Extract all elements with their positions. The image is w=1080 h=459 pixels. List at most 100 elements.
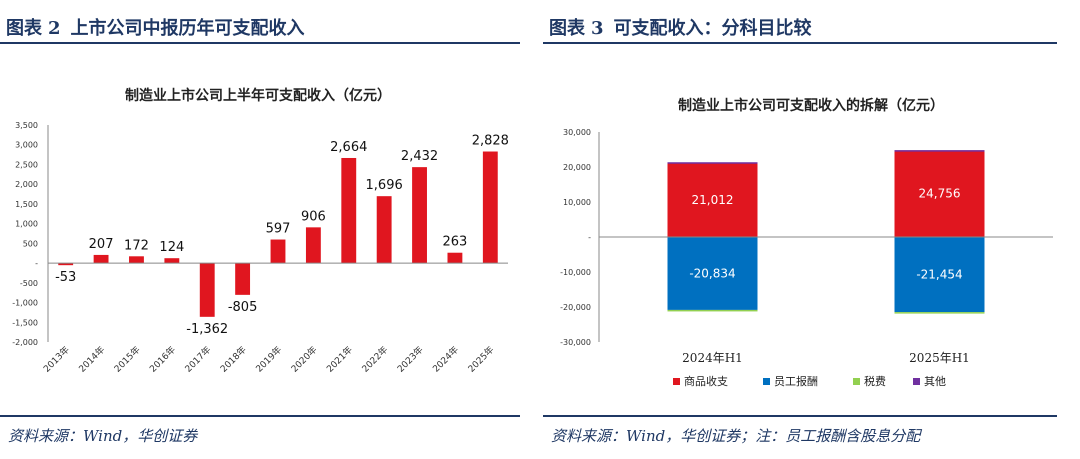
figure-3-bottom-rule [543, 415, 1057, 417]
chart-1-bar [164, 258, 180, 264]
chart-1-bar [412, 167, 427, 264]
chart-1-x-tick-label: 2023年 [395, 344, 426, 375]
figure-3-title: 可支配收入：分科目比较 [613, 18, 812, 39]
chart-2-legend-swatch [763, 378, 770, 385]
figure-2-panel: 图表 2 上市公司中报历年可支配收入 制造业上市公司上半年可支配收入（亿元） -2,0… [0, 0, 528, 459]
chart-2-data-label: 21,012 [692, 193, 734, 207]
chart-1-data-label: 597 [266, 222, 291, 237]
figure-3-heading: 图表 3 可支配收入：分科目比较 [549, 14, 812, 40]
chart-2-y-tick-label: - [588, 233, 591, 242]
figure-2-title: 上市公司中报历年可支配收入 [70, 18, 305, 39]
chart-1-y-tick-label: 1,000 [15, 220, 38, 229]
chart-2-data-label: 24,756 [919, 187, 961, 201]
chart-1-x-tick-label: 2014年 [76, 344, 107, 375]
chart-1-bar [341, 157, 357, 264]
chart-1-y-tick-label: 1,500 [15, 200, 38, 209]
chart-1-bar [482, 151, 498, 264]
chart-1-bar [270, 239, 286, 264]
chart-1-y-tick-label: 2,000 [15, 180, 38, 189]
figure-2-source: 资料来源：Wind，华创证券 [8, 427, 198, 445]
chart-2-legend-swatch [913, 378, 920, 385]
chart-1-y-tick-label: -1,500 [12, 318, 38, 327]
chart-2-bar-segment [667, 237, 758, 310]
figure-3-panel: 图表 3 可支配收入：分科目比较 制造业上市公司可支配收入的拆解（亿元） -30,00… [543, 0, 1071, 459]
chart-2-data-label: -20,834 [689, 266, 735, 280]
figure-2-number: 2 [48, 18, 61, 39]
chart-2-legend-label: 税费 [864, 374, 886, 388]
figure-3-label: 图表 [549, 18, 585, 39]
chart-2-legend-label: 员工报酬 [774, 374, 818, 388]
chart-2-y-tick-label: 10,000 [563, 198, 591, 207]
chart-1-data-label: 124 [159, 240, 184, 255]
chart-2-y-tick-label: 30,000 [563, 128, 591, 137]
chart-1-y-tick-label: -2,000 [12, 338, 38, 347]
chart-1-data-label: 1,696 [366, 178, 403, 193]
chart-2-y-tick-label: -20,000 [560, 303, 591, 312]
chart-1-data-label: 2,828 [472, 134, 509, 149]
chart-2-legend-swatch [853, 378, 860, 385]
chart-2-legend-label: 其他 [924, 375, 946, 388]
chart-1-x-tick-label: 2013年 [41, 344, 72, 375]
chart-1-x-tick-label: 2025年 [465, 344, 496, 375]
chart-1-bar [235, 263, 251, 295]
chart-2-legend-label: 商品收支 [684, 374, 728, 388]
chart-1-bar [199, 263, 215, 317]
chart-1-bar [305, 227, 321, 264]
chart-1-data-label: 172 [124, 238, 149, 253]
chart-1-data-label: 2,432 [401, 149, 438, 164]
chart-2-bar-segment [667, 309, 758, 312]
chart-2-x-tick-label: 2025年H1 [909, 351, 970, 365]
figure-2-label: 图表 [6, 18, 42, 39]
chart-2-bar-segment [894, 237, 985, 313]
chart-1-bar [93, 254, 109, 264]
figure-3-source: 资料来源：Wind，华创证券；注：员工报酬含股息分配 [551, 427, 921, 445]
chart-1-data-label: 2,664 [330, 140, 367, 155]
chart-2-x-tick-label: 2024年H1 [682, 351, 743, 365]
chart-1-data-label: 207 [89, 237, 114, 252]
chart-1-y-tick-label: 3,500 [15, 121, 38, 130]
chart-1-bar [376, 196, 392, 264]
chart-1-x-tick-label: 2015年 [112, 344, 143, 375]
chart-1-y-tick-label: 500 [23, 239, 38, 248]
figure-2-heading: 图表 2 上市公司中报历年可支配收入 [6, 14, 305, 40]
chart-2-y-tick-label: -30,000 [560, 338, 591, 347]
chart-disposable-income-breakdown: 制造业上市公司可支配收入的拆解（亿元）-30,000-20,000-10,000… [560, 97, 1053, 388]
chart-1-y-tick-label: 2,500 [15, 160, 38, 169]
chart-2-y-tick-label: 20,000 [563, 163, 591, 172]
chart-2-data-label: -21,454 [916, 268, 962, 282]
chart-1-x-tick-label: 2017年 [182, 344, 213, 375]
chart-2-bar-segment [667, 163, 758, 237]
chart-2-legend-swatch [673, 378, 680, 385]
chart-1-data-label: -1,362 [186, 322, 228, 337]
chart-1-y-tick-label: - [35, 259, 38, 268]
chart-2-bar-segment [894, 150, 985, 152]
figure-2-bottom-rule [0, 415, 520, 417]
chart-1-x-tick-label: 2022年 [359, 344, 390, 375]
chart-disposable-income-by-year: 制造业上市公司上半年可支配收入（亿元）-2,000-1,500-1,000-50… [12, 87, 509, 375]
chart-2-bar-segment [894, 312, 985, 314]
chart-1-data-label: 906 [301, 209, 326, 224]
figure-3-top-rule [543, 42, 1057, 44]
figure-2-top-rule [0, 42, 520, 44]
chart-1-x-tick-label: 2024年 [430, 344, 461, 375]
chart-1-y-tick-label: -1,000 [12, 299, 38, 308]
chart-1-bar [58, 263, 74, 266]
chart-1-data-label: 263 [443, 235, 468, 250]
chart-1-x-tick-label: 2021年 [324, 344, 355, 375]
figure-3-number: 3 [591, 18, 604, 39]
chart-1-x-tick-label: 2018年 [218, 344, 249, 375]
chart-1-bar [129, 256, 144, 264]
chart-1-data-label: -805 [228, 300, 258, 315]
chart-2-y-tick-label: -10,000 [560, 268, 591, 277]
chart-1-x-tick-label: 2016年 [147, 344, 178, 375]
chart-2-title: 制造业上市公司可支配收入的拆解（亿元） [678, 97, 944, 114]
chart-1-x-tick-label: 2019年 [253, 344, 284, 375]
chart-1-data-label: -53 [55, 270, 76, 285]
chart-1-title: 制造业上市公司上半年可支配收入（亿元） [125, 87, 391, 104]
chart-2-bar-segment [667, 162, 758, 164]
chart-1-y-tick-label: -500 [20, 279, 38, 288]
chart-1-x-tick-label: 2020年 [288, 344, 319, 375]
chart-1-y-tick-label: 3,000 [15, 141, 38, 150]
chart-1-bar [447, 252, 463, 264]
chart-2-bar-segment [894, 150, 985, 237]
